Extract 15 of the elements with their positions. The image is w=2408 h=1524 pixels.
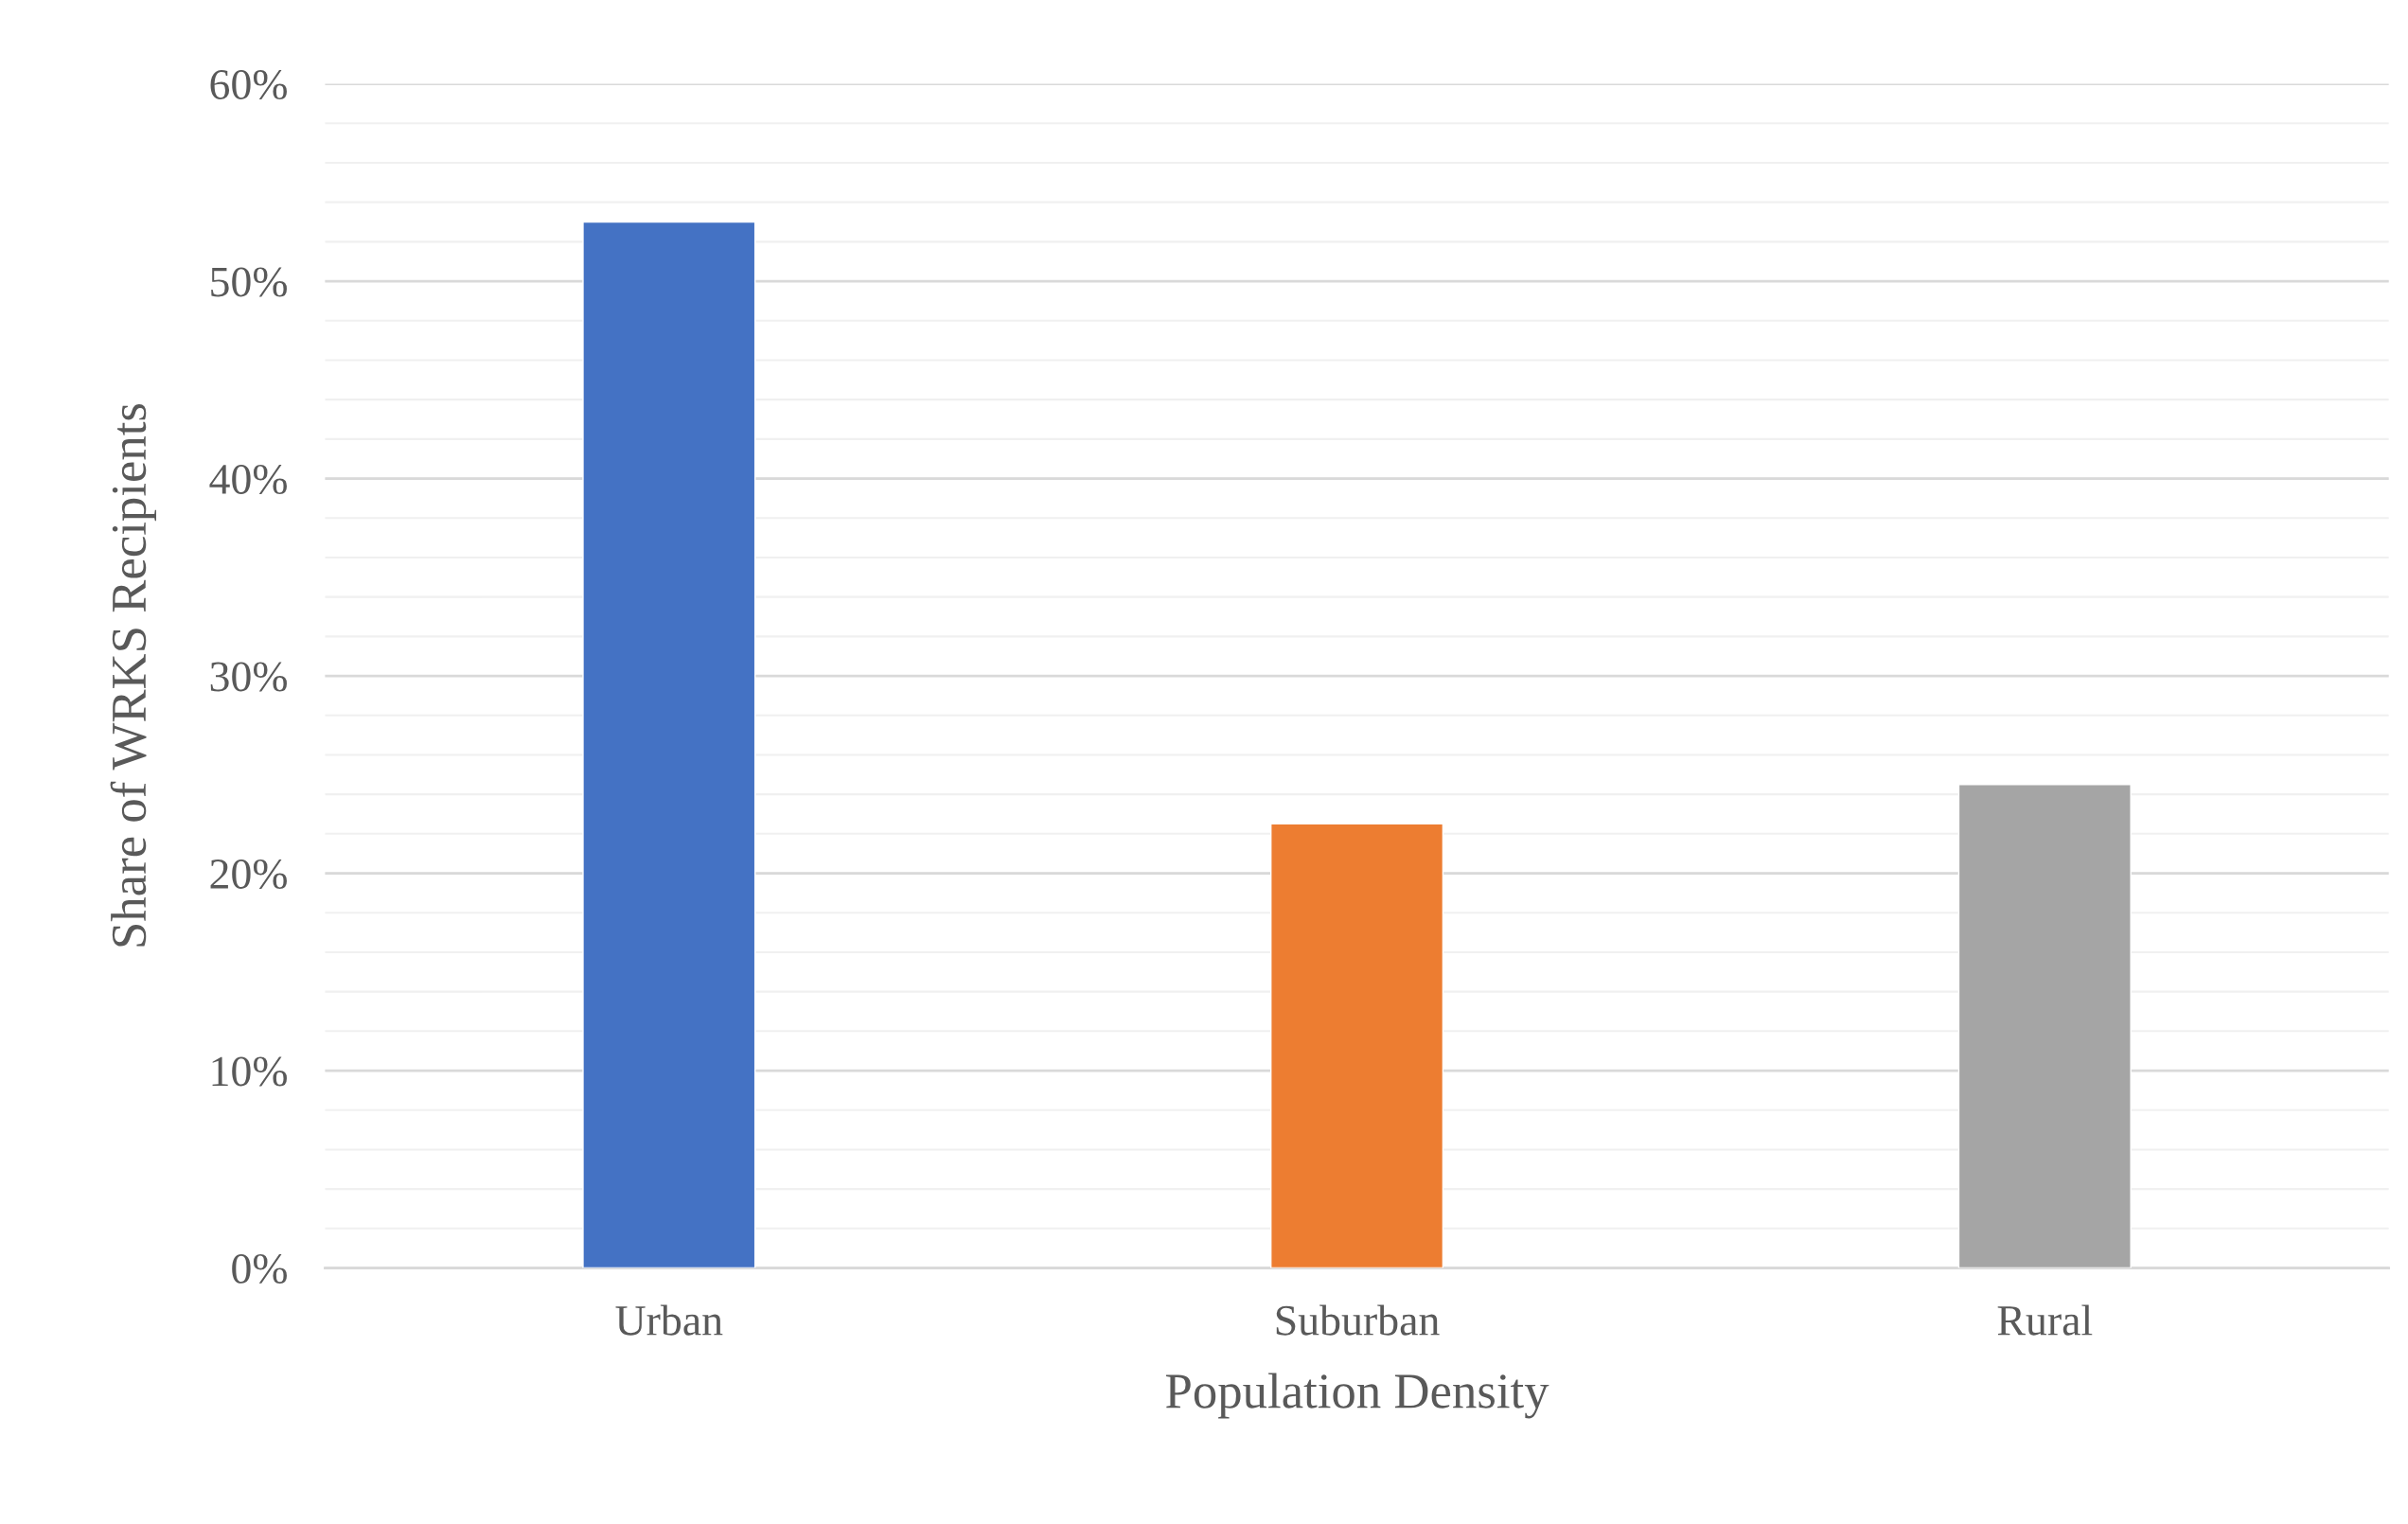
bar bbox=[1270, 823, 1444, 1268]
y-tick-label: 40% bbox=[209, 464, 287, 495]
x-tick-label: Urban bbox=[615, 1304, 723, 1336]
x-tick-label: Suburban bbox=[1276, 1304, 1440, 1336]
bar bbox=[582, 221, 756, 1268]
y-axis-title: Share of WRKS Recipients bbox=[110, 403, 156, 947]
x-axis-title: Population Density bbox=[1166, 1373, 1549, 1419]
y-tick-label: 10% bbox=[212, 1056, 287, 1087]
y-tick-label: 60% bbox=[210, 69, 287, 100]
y-tick-label: 50% bbox=[211, 267, 287, 297]
y-tick-label: 0% bbox=[232, 1253, 287, 1285]
y-tick-label: 30% bbox=[210, 662, 287, 692]
y-tick-label: 20% bbox=[210, 859, 287, 890]
x-tick-label: Rural bbox=[1997, 1304, 2093, 1336]
bar bbox=[1957, 784, 2132, 1268]
